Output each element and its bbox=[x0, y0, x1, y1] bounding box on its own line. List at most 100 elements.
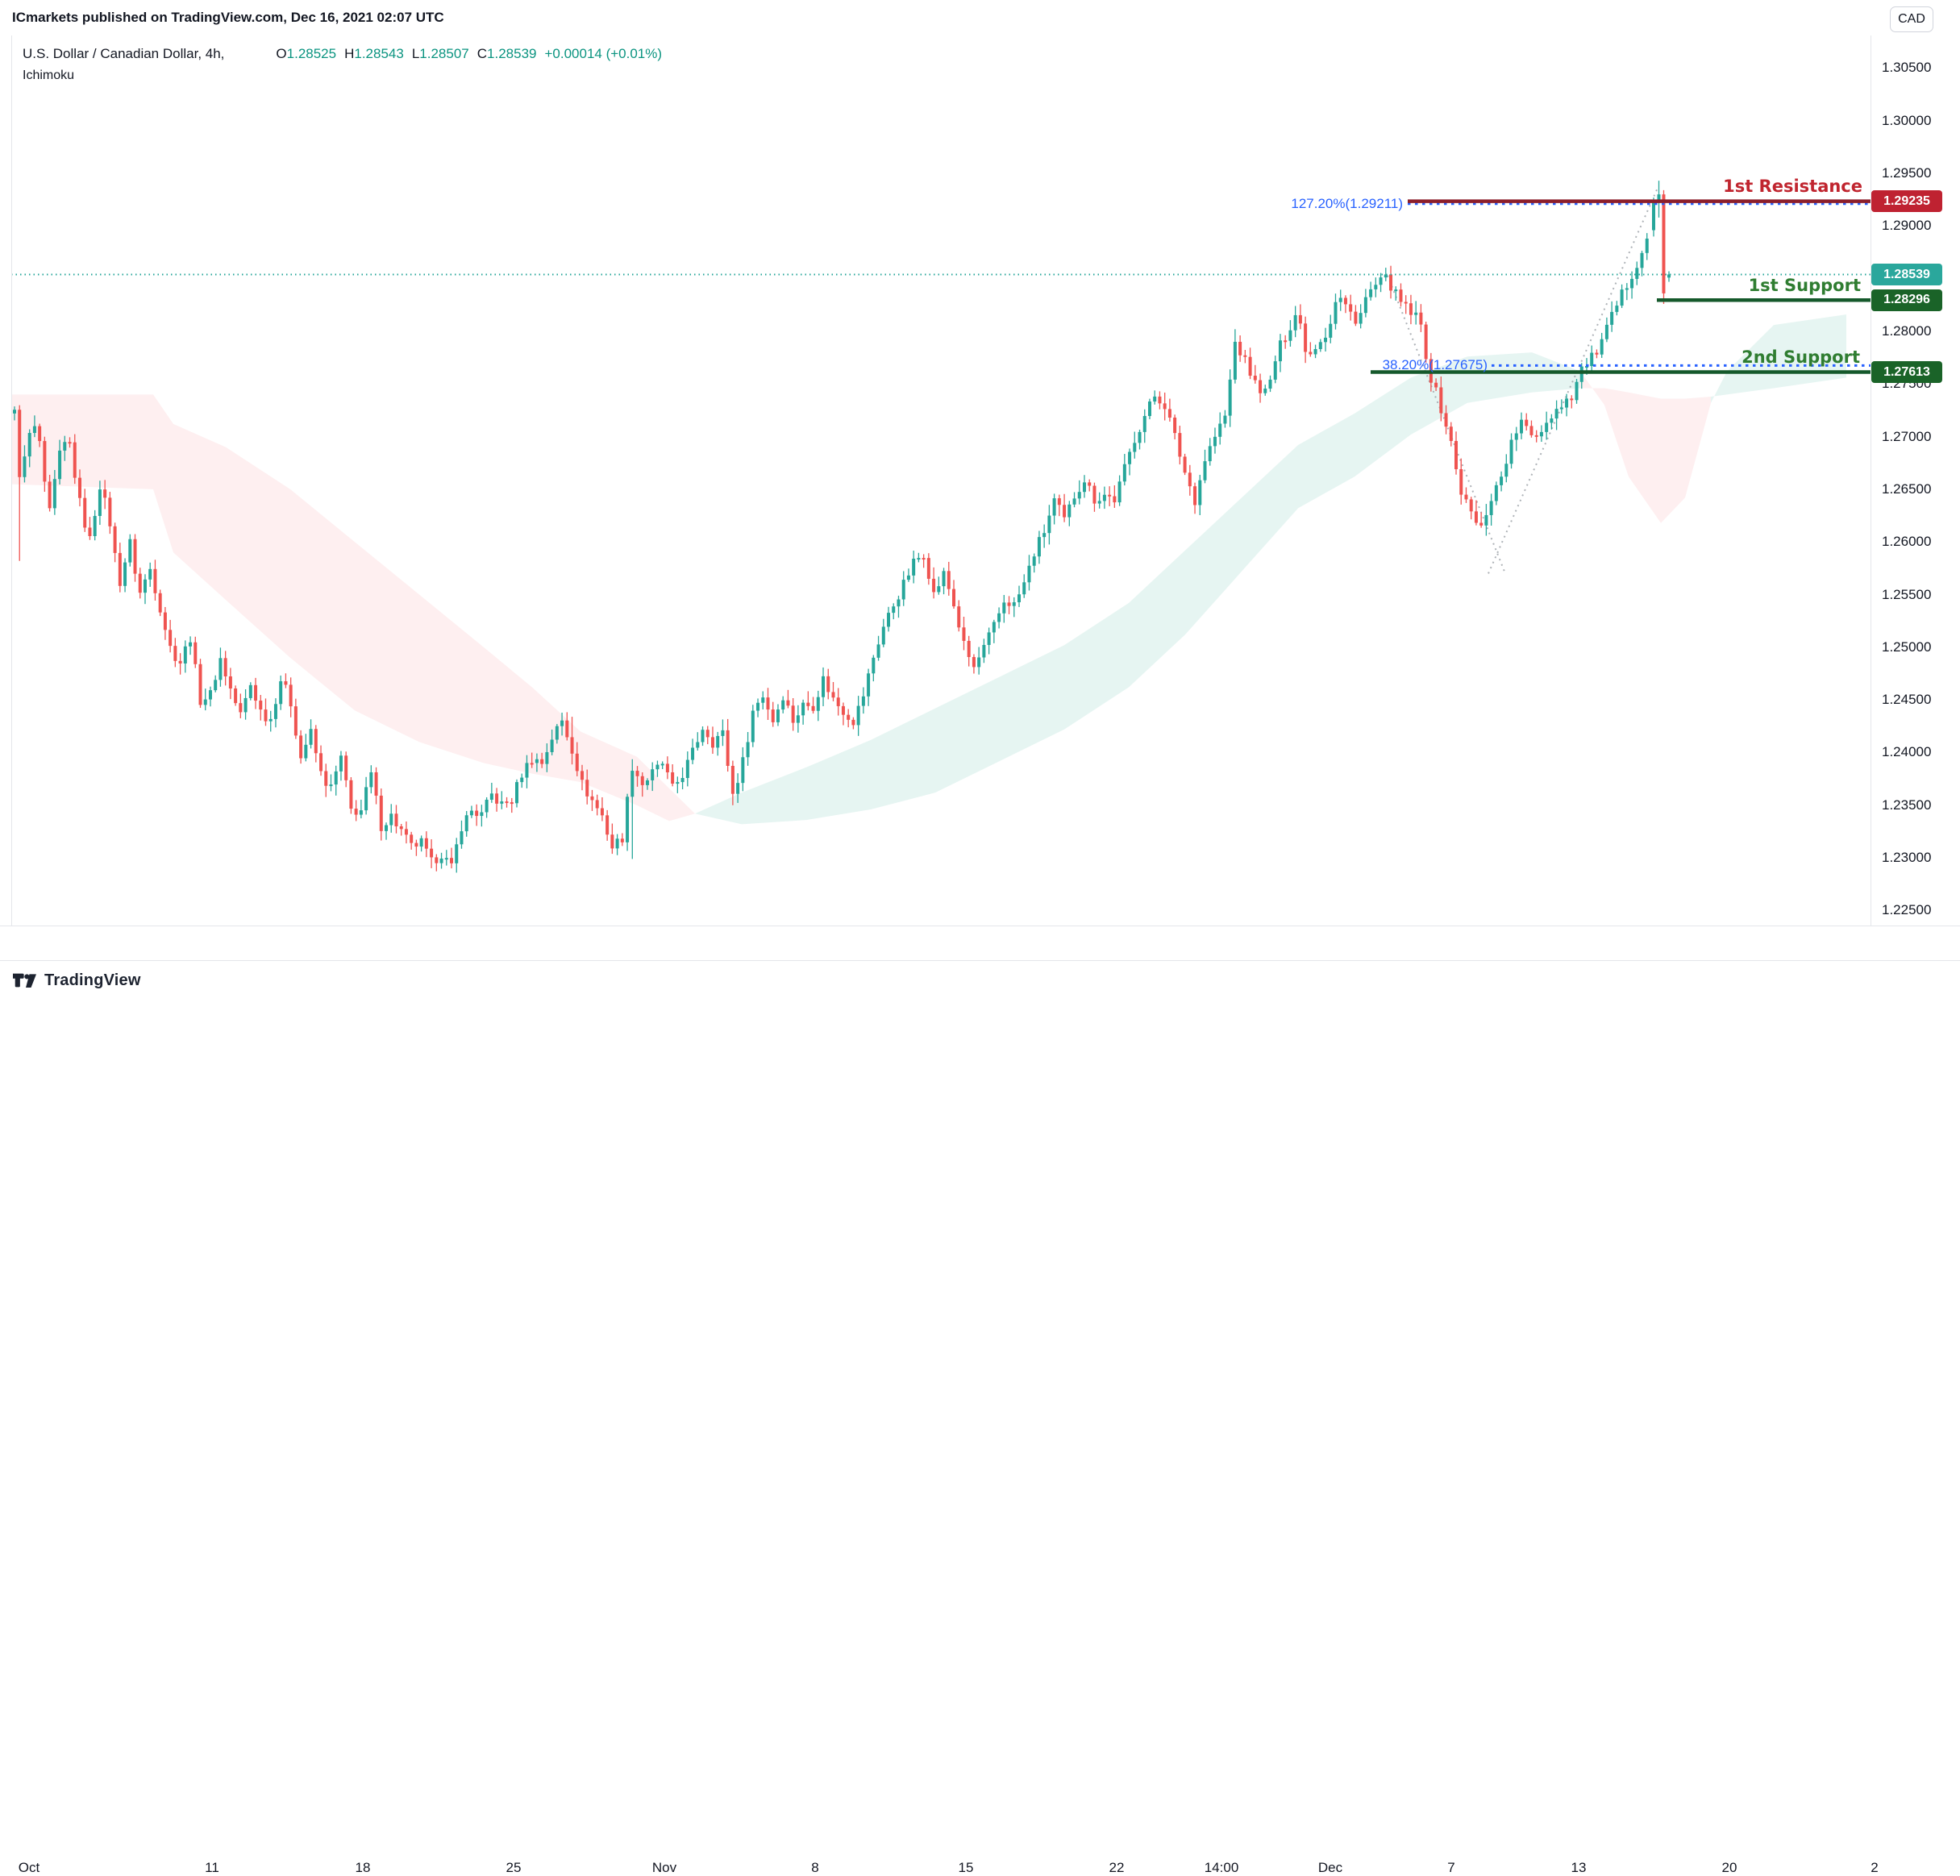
candle-down bbox=[133, 539, 137, 574]
candle-up bbox=[1313, 349, 1317, 355]
candle-down bbox=[847, 714, 851, 720]
symbol-title[interactable]: U.S. Dollar / Canadian Dollar, 4h, bbox=[23, 46, 225, 61]
tradingview-logo[interactable]: TradingView bbox=[13, 971, 141, 990]
ichimoku-cloud-bear bbox=[484, 647, 532, 774]
candle-down bbox=[671, 772, 675, 784]
candle-down bbox=[1404, 302, 1408, 304]
price-axis-label: 1.30000 bbox=[1882, 112, 1932, 128]
candle-down bbox=[585, 780, 589, 797]
candle-up bbox=[1208, 446, 1212, 462]
ichimoku-cloud-bear bbox=[1685, 396, 1711, 498]
price-plot[interactable] bbox=[0, 35, 1960, 926]
candle-down bbox=[410, 834, 414, 843]
time-axis-label: 14:00 bbox=[1204, 1860, 1239, 1875]
candle-down bbox=[158, 593, 162, 613]
candle-up bbox=[1338, 297, 1342, 302]
price-axis-label: 1.24000 bbox=[1882, 744, 1932, 760]
candle-down bbox=[68, 442, 72, 444]
resistance-annotation[interactable]: 1st Resistance bbox=[1723, 176, 1862, 196]
ichimoku-cloud-bear bbox=[290, 489, 355, 711]
candle-down bbox=[173, 646, 177, 661]
candle-up bbox=[1615, 306, 1619, 312]
candle-up bbox=[520, 777, 524, 783]
support2-annotation[interactable]: 2nd Support bbox=[1742, 347, 1860, 367]
candle-up bbox=[987, 632, 991, 646]
chart-legend[interactable]: U.S. Dollar / Canadian Dollar, 4h, O1.285… bbox=[23, 44, 662, 85]
candle-down bbox=[1309, 351, 1313, 355]
candle-up bbox=[1228, 379, 1232, 416]
candle-down bbox=[254, 684, 258, 701]
candle-up bbox=[691, 747, 695, 760]
ichimoku-cloud-bull bbox=[1185, 497, 1242, 635]
candle-up bbox=[1052, 498, 1056, 516]
candle-up bbox=[1539, 431, 1543, 437]
candle-up bbox=[1359, 313, 1363, 324]
ichimoku-cloud-bear bbox=[173, 423, 226, 601]
candle-up bbox=[1620, 289, 1624, 306]
ichimoku-cloud-bull bbox=[742, 767, 806, 825]
candle-up bbox=[696, 742, 700, 748]
candle-up bbox=[1067, 504, 1072, 518]
candle-down bbox=[1253, 376, 1257, 381]
low-key: L bbox=[411, 46, 420, 61]
candle-up bbox=[218, 658, 223, 680]
candle-down bbox=[475, 810, 479, 817]
candle-down bbox=[730, 765, 734, 794]
candle-up bbox=[801, 702, 805, 716]
candle-up bbox=[32, 426, 36, 434]
support1-annotation[interactable]: 1st Support bbox=[1748, 276, 1861, 296]
candle-down bbox=[590, 796, 594, 801]
fib-382-label[interactable]: 38.20%(1.27675) bbox=[1382, 357, 1488, 373]
candle-up bbox=[208, 690, 212, 700]
high-key: H bbox=[344, 46, 355, 61]
candle-up bbox=[1198, 480, 1202, 505]
candle-up bbox=[1414, 312, 1418, 315]
candle-up bbox=[334, 771, 338, 785]
plot-group[interactable] bbox=[6, 181, 1846, 873]
candle-up bbox=[997, 613, 1001, 622]
candle-down bbox=[1343, 297, 1347, 305]
candle-up bbox=[489, 793, 493, 800]
ichimoku-cloud-bull bbox=[871, 708, 935, 810]
candle-up bbox=[1630, 278, 1634, 289]
candle-up bbox=[535, 759, 539, 763]
candle-down bbox=[178, 660, 182, 663]
chart-area[interactable]: U.S. Dollar / Canadian Dollar, 4h, O1.285… bbox=[0, 35, 1960, 926]
tradingview-logo-icon bbox=[13, 973, 36, 988]
candle-up bbox=[1077, 492, 1081, 499]
candle-down bbox=[48, 481, 52, 509]
candle-up bbox=[123, 562, 127, 586]
candle-up bbox=[1082, 482, 1086, 493]
candle-up bbox=[464, 815, 468, 832]
candle-down bbox=[450, 858, 454, 863]
indicator-label[interactable]: Ichimoku bbox=[23, 69, 75, 82]
candle-up bbox=[13, 410, 16, 414]
candle-up bbox=[500, 801, 504, 804]
candle-up bbox=[1037, 537, 1041, 557]
candle-up bbox=[906, 575, 910, 580]
fib-127-label[interactable]: 127.20%(1.29211) bbox=[1291, 195, 1403, 211]
candle-up bbox=[701, 730, 705, 742]
candle-down bbox=[108, 497, 112, 526]
candle-down bbox=[947, 571, 951, 589]
candle-down bbox=[113, 526, 117, 553]
candle-up bbox=[651, 769, 655, 780]
currency-badge[interactable]: CAD bbox=[1890, 6, 1933, 32]
candle-up bbox=[359, 810, 363, 815]
candle-down bbox=[198, 663, 202, 705]
candle-down bbox=[1057, 498, 1061, 505]
candle-down bbox=[289, 684, 293, 707]
candle-up bbox=[143, 579, 147, 593]
time-axis[interactable]: Oct 11 18 25 Nov 8 15 22 14:00 Dec 7 13 20 2 bbox=[0, 926, 1960, 1875]
candle-up bbox=[1625, 288, 1629, 290]
ichimoku-cloud-bear bbox=[419, 594, 484, 763]
candle-up bbox=[892, 606, 896, 614]
candle-down bbox=[430, 848, 434, 858]
ichimoku-cloud-bull bbox=[1242, 445, 1298, 572]
candle-up bbox=[248, 684, 252, 698]
candle-up bbox=[1484, 514, 1488, 526]
ichimoku-cloud-bull bbox=[1711, 371, 1727, 403]
candle-down bbox=[1188, 472, 1192, 487]
candle-down bbox=[811, 705, 815, 711]
price-axis-label: 1.29500 bbox=[1882, 165, 1932, 181]
